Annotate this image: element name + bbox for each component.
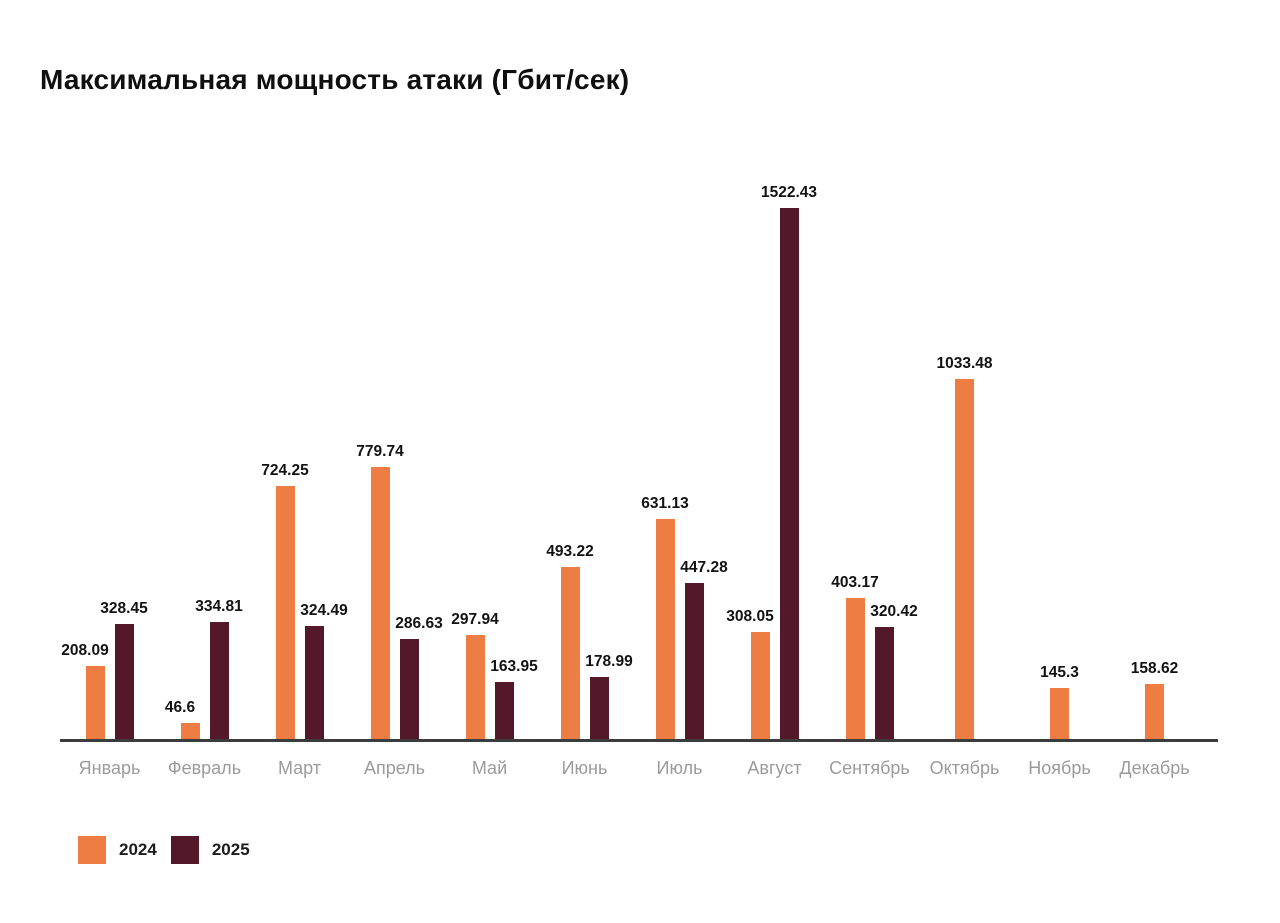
bar-2025-Февраль[interactable]: [209, 622, 229, 739]
bar-column-2024-2: 46.6: [165, 699, 200, 739]
bar-value-label: 328.45: [100, 600, 148, 618]
bar-column-2024-11: 145.3: [1040, 664, 1079, 739]
x-axis-label-4: Апрель: [363, 758, 426, 778]
bar-column-2024-12: 158.62: [1131, 660, 1178, 739]
legend-item-2024[interactable]: 2024: [78, 836, 157, 864]
plot-area: 208.09 328.45 46.6 334.81 724.25 324.49 779.74…: [61, 184, 1202, 739]
x-axis-label-10: Октябрь: [929, 758, 1000, 778]
x-axis-label-1: Январь: [78, 758, 141, 778]
bar-column-2025-2: 334.81: [195, 598, 243, 739]
month-group-9: 403.17 320.42: [822, 208, 918, 739]
month-group-8: 308.05 1522.43: [726, 184, 822, 739]
bar-column-2024-6: 493.22: [546, 543, 594, 739]
bar-value-label: 631.13: [641, 494, 689, 512]
bar-value-label: 779.74: [356, 443, 404, 461]
bar-value-label: 1522.43: [760, 184, 818, 201]
bar-2024-Август[interactable]: [750, 631, 770, 739]
month-group-4: 779.74 286.63: [347, 208, 443, 739]
bar-column-2025-1: 328.45: [100, 600, 148, 739]
bar-2024-Ноябрь[interactable]: [1050, 688, 1069, 739]
bar-value-label: 158.62: [1130, 659, 1179, 677]
bar-value-label: 334.81: [195, 598, 243, 616]
bar-2025-Июль[interactable]: [684, 583, 704, 739]
legend-swatch-2025: [170, 836, 199, 864]
bar-2025-Июнь[interactable]: [589, 676, 609, 739]
x-axis-labels: Январь Февраль Март Апрель Май Июнь Июль Август…: [62, 758, 1202, 779]
bar-value-label: 308.05: [726, 607, 774, 625]
legend: 2024 2025: [78, 836, 250, 864]
bar-column-2025-7: 447.28: [680, 559, 728, 739]
month-group-7: 631.13 447.28: [632, 208, 728, 739]
x-axis-label-7: Июль: [656, 758, 703, 778]
bar-value-label: 724.25: [261, 462, 309, 480]
bar-column-2024-1: 208.09: [61, 642, 109, 739]
legend-label-2024: 2024: [119, 840, 157, 859]
month-group-10: 1033.48: [917, 208, 1012, 739]
bar-2025-Август[interactable]: [779, 208, 799, 739]
legend-swatch-2024: [78, 836, 106, 864]
month-group-12: 158.62: [1107, 208, 1202, 739]
bar-value-label: 493.22: [546, 542, 594, 560]
bar-2024-Октябрь[interactable]: [955, 378, 974, 739]
bar-column-2025-4: 286.63: [395, 615, 443, 739]
x-axis-label-3: Март: [277, 758, 322, 778]
bar-value-label: 1033.48: [936, 354, 993, 372]
bar-2024-Апрель[interactable]: [370, 467, 390, 739]
bar-value-label: 324.49: [300, 601, 348, 619]
bar-column-2025-6: 178.99: [585, 653, 633, 739]
month-group-6: 493.22 178.99: [537, 208, 633, 739]
bar-column-2025-9: 320.42: [870, 603, 918, 739]
bar-2024-Июль[interactable]: [655, 518, 675, 739]
x-axis-label-9: Сентябрь: [829, 758, 910, 778]
bar-value-label: 447.28: [680, 559, 728, 576]
bar-column-2025-8: 1522.43: [761, 184, 817, 739]
bar-value-label: 46.6: [164, 698, 196, 716]
bar-value-label: 145.3: [1040, 664, 1079, 682]
bar-column-2024-3: 724.25: [261, 462, 309, 739]
x-axis-label-2: Февраль: [167, 758, 242, 778]
bar-2025-Май[interactable]: [494, 681, 514, 739]
month-group-1: 208.09 328.45: [61, 208, 157, 739]
legend-item-2025[interactable]: 2025: [170, 836, 250, 864]
bar-value-label: 178.99: [585, 652, 633, 670]
x-axis-label-6: Июнь: [561, 758, 608, 778]
bar-value-label: 208.09: [61, 642, 109, 660]
month-group-2: 46.6 334.81: [157, 208, 252, 739]
bar-2024-Февраль[interactable]: [180, 722, 200, 739]
chart-title: Максимальная мощность атаки (Гбит/сек): [40, 64, 630, 95]
x-axis-label-8: Август: [747, 758, 802, 778]
bar-value-label: 320.42: [870, 603, 918, 621]
legend-label-2025: 2025: [211, 840, 250, 859]
bar-column-2025-3: 324.49: [300, 602, 348, 739]
bar-value-label: 163.95: [490, 657, 538, 675]
bar-value-label: 286.63: [395, 615, 443, 633]
bar-column-2025-5: 163.95: [490, 658, 538, 739]
bar-column-2024-7: 631.13: [641, 495, 689, 739]
bar-2025-Апрель[interactable]: [399, 639, 419, 739]
month-group-11: 145.3: [1012, 208, 1107, 739]
bar-2024-Июнь[interactable]: [560, 566, 580, 739]
bar-column-2024-8: 308.05: [726, 608, 774, 739]
bar-column-2024-10: 1033.48: [936, 355, 993, 739]
bar-2024-Декабрь[interactable]: [1145, 683, 1164, 739]
bar-column-2024-4: 779.74: [356, 443, 404, 739]
bar-2024-Сентябрь[interactable]: [845, 598, 865, 739]
bar-column-2024-9: 403.17: [831, 574, 879, 739]
bar-value-label: 297.94: [451, 611, 499, 629]
bar-2024-Май[interactable]: [465, 635, 485, 739]
x-axis-line: [60, 739, 1218, 742]
bar-value-label: 403.17: [831, 574, 879, 592]
bar-2024-Январь[interactable]: [85, 666, 105, 739]
bar-2024-Март[interactable]: [275, 486, 295, 739]
month-group-5: 297.94 163.95: [442, 208, 538, 739]
bar-2025-Январь[interactable]: [114, 624, 134, 739]
bar-2025-Сентябрь[interactable]: [874, 627, 894, 739]
month-group-3: 724.25 324.49: [252, 208, 348, 739]
bar-2025-Март[interactable]: [304, 625, 324, 739]
x-axis-label-12: Декабрь: [1119, 758, 1190, 778]
x-axis-label-5: Май: [471, 758, 508, 778]
bar-column-2024-5: 297.94: [451, 611, 499, 739]
x-axis-label-11: Ноябрь: [1028, 758, 1091, 778]
